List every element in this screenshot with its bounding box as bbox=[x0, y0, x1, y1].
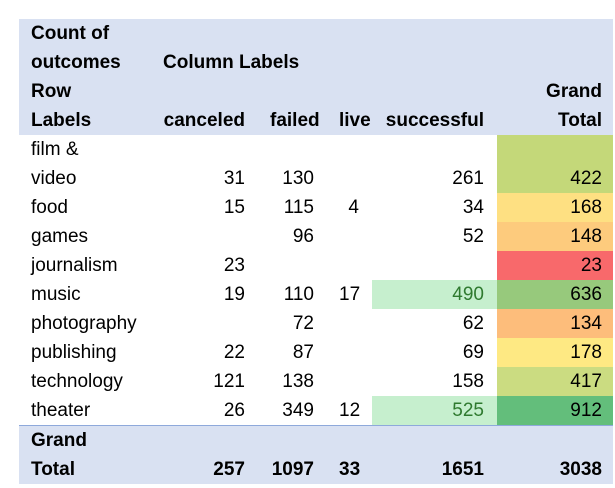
grand-total-total[interactable]: 3038 bbox=[497, 455, 613, 484]
row-label[interactable]: games bbox=[31, 226, 89, 247]
column-header-live[interactable]: live bbox=[327, 106, 372, 135]
values-field-label-line1[interactable]: Count of bbox=[19, 19, 151, 48]
empty-cell bbox=[327, 135, 372, 164]
column-header-failed[interactable]: failed bbox=[258, 106, 327, 135]
cell-grand-total[interactable]: 912 bbox=[497, 396, 613, 426]
cell-failed[interactable]: 96 bbox=[292, 226, 314, 247]
row-label[interactable]: food bbox=[31, 197, 68, 218]
table-row: games 96 52 148 bbox=[19, 222, 613, 251]
grand-total-live[interactable]: 33 bbox=[327, 455, 372, 484]
pivot-table: Count of outcomes Column Labels Row Gran… bbox=[19, 19, 613, 484]
grand-total-label-line2[interactable]: Total bbox=[19, 455, 151, 484]
header-row-4: Labels canceled failed live successful T… bbox=[19, 106, 613, 135]
cell-canceled[interactable]: 19 bbox=[223, 284, 245, 305]
cell-grand-total[interactable]: 134 bbox=[497, 309, 613, 338]
cell-successful[interactable]: 34 bbox=[462, 197, 484, 218]
column-header-canceled[interactable]: canceled bbox=[151, 106, 258, 135]
cell-live[interactable]: 4 bbox=[348, 197, 359, 218]
cell-failed[interactable] bbox=[258, 251, 327, 280]
cell-canceled[interactable] bbox=[151, 309, 258, 338]
row-labels-header-line2[interactable]: Labels bbox=[19, 106, 151, 135]
cell-canceled[interactable] bbox=[151, 222, 258, 251]
cell-successful[interactable]: 69 bbox=[462, 342, 484, 363]
table-row: technology 121 138 158 417 bbox=[19, 367, 613, 396]
cell-canceled[interactable]: 31 bbox=[223, 168, 245, 189]
empty-cell bbox=[258, 135, 327, 164]
cell-live[interactable] bbox=[327, 251, 372, 280]
cell-failed[interactable]: 130 bbox=[282, 168, 314, 189]
column-header-successful[interactable]: successful bbox=[372, 106, 497, 135]
cell-canceled[interactable]: 121 bbox=[213, 371, 245, 392]
cell-live[interactable] bbox=[327, 338, 372, 367]
cell-successful[interactable] bbox=[372, 251, 497, 280]
cell-successful[interactable]: 490 bbox=[372, 280, 497, 309]
table-row: publishing 22 87 69 178 bbox=[19, 338, 613, 367]
cell-failed[interactable]: 110 bbox=[283, 284, 314, 305]
values-field-label-line2[interactable]: outcomes bbox=[19, 48, 151, 77]
cell-failed[interactable]: 349 bbox=[282, 400, 314, 421]
cell-grand-total[interactable]: 417 bbox=[497, 367, 613, 396]
grand-total-failed[interactable]: 1097 bbox=[258, 455, 327, 484]
cell-live[interactable]: 17 bbox=[339, 284, 361, 305]
cell-canceled[interactable]: 15 bbox=[223, 197, 245, 218]
cell-grand-total[interactable]: 422 bbox=[497, 164, 613, 193]
table-row: film & bbox=[19, 135, 613, 164]
data-rows: film & video 31 130 261 422 food 15 115 4 34 168 gam… bbox=[19, 135, 613, 426]
header-row-2: outcomes Column Labels bbox=[19, 48, 613, 77]
table-row: food 15 115 4 34 168 bbox=[19, 193, 613, 222]
cell-failed[interactable]: 138 bbox=[282, 371, 314, 392]
table-row: journalism 23 23 bbox=[19, 251, 613, 280]
row-label[interactable]: video bbox=[31, 168, 77, 189]
row-label[interactable]: journalism bbox=[31, 255, 118, 276]
cell-failed[interactable]: 72 bbox=[292, 313, 314, 334]
row-labels-header-line1[interactable]: Row bbox=[19, 77, 151, 106]
cell-grand-total[interactable]: 23 bbox=[497, 251, 613, 280]
cell-canceled[interactable]: 23 bbox=[223, 255, 245, 276]
cell-failed[interactable]: 115 bbox=[283, 197, 314, 218]
column-labels-header[interactable]: Column Labels bbox=[151, 48, 327, 77]
grand-total-fill bbox=[497, 135, 613, 164]
cell-successful[interactable]: 158 bbox=[452, 371, 484, 392]
grand-total-header-line2[interactable]: Total bbox=[497, 106, 613, 135]
cell-grand-total[interactable]: 148 bbox=[497, 222, 613, 251]
row-label[interactable]: publishing bbox=[31, 342, 117, 363]
cell-live[interactable] bbox=[327, 367, 372, 396]
grand-total-row-2: Total 257 1097 33 1651 3038 bbox=[19, 455, 613, 484]
cell-live[interactable] bbox=[327, 222, 372, 251]
cell-successful[interactable]: 525 bbox=[372, 396, 497, 426]
row-label[interactable]: photography bbox=[31, 313, 137, 334]
cell-grand-total[interactable]: 168 bbox=[497, 193, 613, 222]
grand-total-label-line1[interactable]: Grand bbox=[19, 425, 151, 455]
grand-total-successful[interactable]: 1651 bbox=[372, 455, 497, 484]
table-row: video 31 130 261 422 bbox=[19, 164, 613, 193]
grand-total-canceled[interactable]: 257 bbox=[151, 455, 258, 484]
row-label[interactable]: technology bbox=[31, 371, 123, 392]
empty-cell bbox=[372, 135, 497, 164]
cell-live[interactable] bbox=[327, 309, 372, 338]
cell-grand-total[interactable]: 178 bbox=[497, 338, 613, 367]
cell-failed[interactable]: 87 bbox=[292, 342, 314, 363]
header-row-1: Count of bbox=[19, 19, 613, 48]
cell-live[interactable]: 12 bbox=[339, 400, 361, 421]
grand-total-row-1: Grand bbox=[19, 425, 613, 455]
cell-live[interactable] bbox=[327, 164, 372, 193]
table-row: music 19 110 17 490 636 bbox=[19, 280, 613, 309]
cell-grand-total[interactable]: 636 bbox=[497, 280, 613, 309]
table-row: photography 72 62 134 bbox=[19, 309, 613, 338]
table-row: theater 26 349 12 525 912 bbox=[19, 396, 613, 426]
row-label[interactable]: music bbox=[31, 284, 81, 305]
empty-cell bbox=[151, 135, 258, 164]
row-label-line1[interactable]: film & bbox=[31, 139, 79, 160]
header-row-3: Row Grand bbox=[19, 77, 613, 106]
cell-successful[interactable]: 261 bbox=[452, 168, 484, 189]
grand-total-header-line1[interactable]: Grand bbox=[497, 77, 613, 106]
cell-canceled[interactable]: 26 bbox=[223, 400, 245, 421]
cell-successful[interactable]: 52 bbox=[462, 226, 484, 247]
cell-successful[interactable]: 62 bbox=[462, 313, 484, 334]
row-label[interactable]: theater bbox=[31, 400, 91, 421]
cell-canceled[interactable]: 22 bbox=[223, 342, 245, 363]
